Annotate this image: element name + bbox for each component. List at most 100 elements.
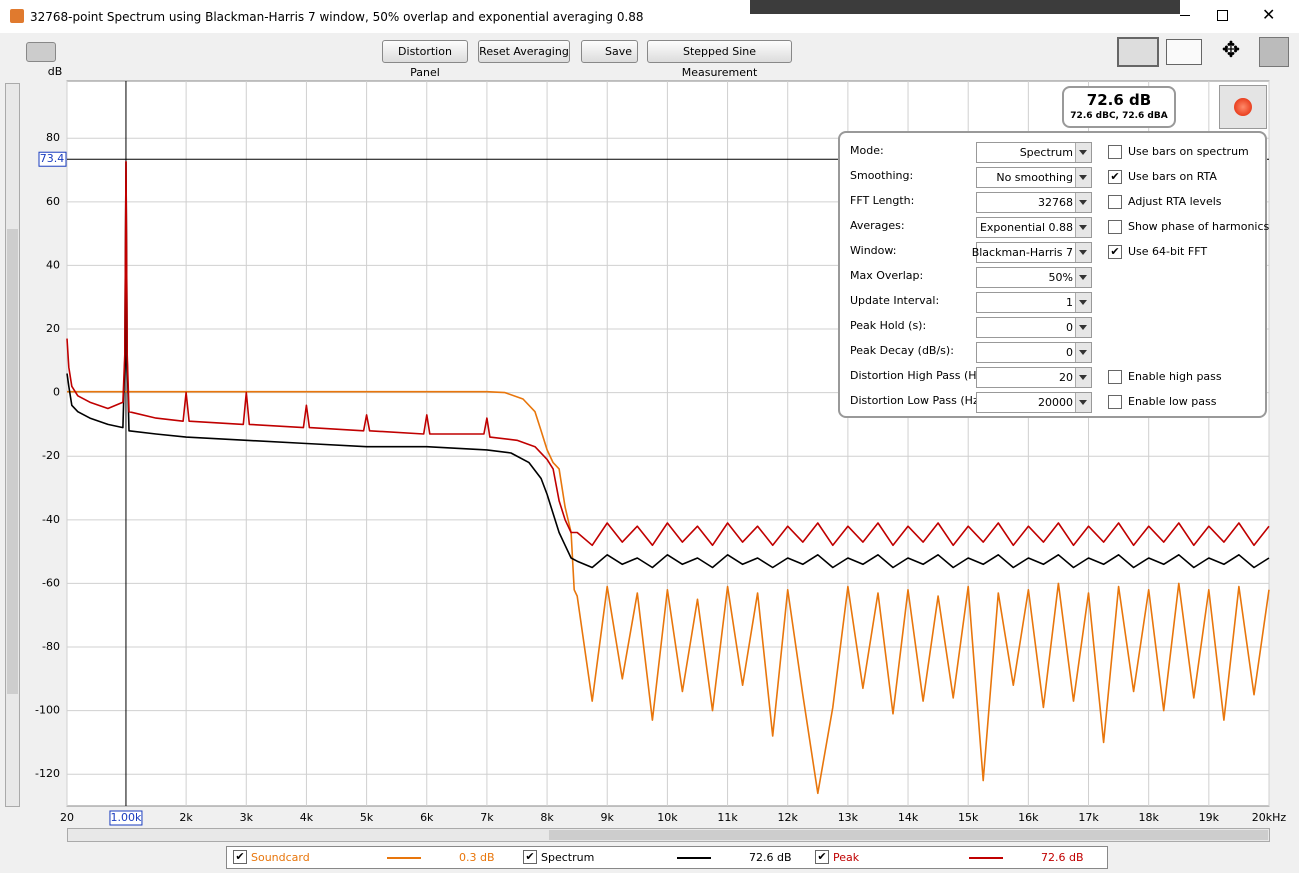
dropdown-arrow[interactable]: [1075, 318, 1091, 337]
checkbox-label: Adjust RTA levels: [1128, 195, 1222, 208]
close[interactable]: ✕: [1262, 5, 1276, 24]
setting-dropdown[interactable]: Spectrum: [976, 142, 1092, 163]
dropdown-arrow[interactable]: [1075, 268, 1091, 287]
legend-checkbox[interactable]: ✔: [815, 850, 829, 864]
camera-button[interactable]: [26, 42, 56, 62]
x-tick-label: 13k: [838, 811, 859, 824]
legend-readout: 72.6 dB: [749, 851, 792, 864]
maximize[interactable]: [1217, 10, 1228, 21]
settings-panel: Mode: Spectrum Smoothing: No smoothing FFT L…: [838, 131, 1270, 418]
checkbox[interactable]: ✔: [1108, 170, 1122, 184]
view-button[interactable]: [1117, 37, 1159, 67]
legend-name: Soundcard: [251, 851, 310, 864]
y-tick-label: 60: [46, 195, 60, 208]
setting-dropdown[interactable]: 20: [976, 367, 1092, 388]
setting-label: Smoothing:: [850, 169, 914, 182]
setting-label: Averages:: [850, 219, 905, 232]
checkbox-label: Use bars on RTA: [1128, 170, 1217, 183]
setting-dropdown[interactable]: 0: [976, 342, 1092, 363]
toolbar-button[interactable]: Save: [581, 40, 638, 63]
dropdown-arrow[interactable]: [1075, 143, 1091, 162]
checkbox[interactable]: [1108, 195, 1122, 209]
settings-button[interactable]: [1259, 37, 1289, 67]
setting-dropdown[interactable]: 20000: [976, 392, 1092, 413]
x-tick-label: 17k: [1078, 811, 1099, 824]
legend: ✔ Soundcard 0.3 dB ✔ Spectrum 72.6 dB ✔ Peak 72.…: [226, 846, 1108, 869]
checkbox[interactable]: ✔: [1108, 245, 1122, 259]
x-tick-label: 15k: [958, 811, 979, 824]
zoom-button[interactable]: ✥: [1221, 38, 1241, 63]
checkbox[interactable]: [1108, 370, 1122, 384]
checkbox-label: Use 64-bit FFT: [1128, 245, 1208, 258]
legend-swatch: [677, 857, 711, 859]
checkbox[interactable]: [1108, 395, 1122, 409]
setting-value: 20000: [1038, 396, 1073, 409]
y-tick-label: 20: [46, 322, 60, 335]
checkbox-label: Show phase of harmonics: [1128, 220, 1270, 233]
x-tick-label: 10k: [657, 811, 678, 824]
x-tick-label: 5k: [360, 811, 374, 824]
x-tick-label: 12k: [778, 811, 799, 824]
legend-swatch: [387, 857, 421, 859]
horizontal-scrollbar[interactable]: [67, 828, 1270, 842]
setting-dropdown[interactable]: 0: [976, 317, 1092, 338]
x-tick-label: 4k: [300, 811, 314, 824]
setting-value: 0: [1066, 321, 1073, 334]
setting-dropdown[interactable]: Exponential 0.88: [976, 217, 1092, 238]
setting-label: Peak Hold (s):: [850, 319, 927, 332]
legend-swatch: [969, 857, 1003, 859]
dropdown-arrow[interactable]: [1075, 393, 1091, 412]
x-tick-label: 8k: [540, 811, 554, 824]
toolbar-button[interactable]: Stepped Sine Measurement: [647, 40, 792, 79]
x-tick-label: 3k: [240, 811, 254, 824]
setting-dropdown[interactable]: 50%: [976, 267, 1092, 288]
dropdown-arrow[interactable]: [1075, 218, 1091, 237]
setting-value: Exponential 0.88: [979, 221, 1073, 234]
toolbar-button[interactable]: Distortion Panel: [382, 40, 468, 79]
app-icon: [10, 9, 24, 23]
x-tick-label: 14k: [898, 811, 919, 824]
legend-name: Peak: [833, 851, 860, 864]
x-tick-label: 7k: [480, 811, 494, 824]
dropdown-arrow[interactable]: [1075, 293, 1091, 312]
y-tick-label: -20: [42, 449, 60, 462]
checkbox-label: Enable low pass: [1128, 395, 1217, 408]
setting-dropdown[interactable]: No smoothing: [976, 167, 1092, 188]
dropdown-arrow[interactable]: [1075, 193, 1091, 212]
setting-label: Mode:: [850, 144, 884, 157]
setting-label: Distortion High Pass (Hz):: [850, 369, 991, 382]
y-axis-label: dB: [48, 65, 63, 78]
cursor-x-box: [109, 810, 143, 826]
vertical-scrollbar[interactable]: [5, 83, 20, 807]
view-button[interactable]: [1166, 39, 1202, 65]
minimize[interactable]: [1180, 15, 1190, 16]
setting-value: 0: [1066, 346, 1073, 359]
setting-label: Distortion Low Pass (Hz):: [850, 394, 987, 407]
legend-readout: 0.3 dB: [459, 851, 495, 864]
setting-value: Spectrum: [1019, 146, 1073, 159]
legend-name: Spectrum: [541, 851, 595, 864]
checkbox[interactable]: [1108, 220, 1122, 234]
legend-checkbox[interactable]: ✔: [233, 850, 247, 864]
setting-value: 32768: [1038, 196, 1073, 209]
setting-dropdown[interactable]: Blackman-Harris 7: [972, 242, 1092, 263]
setting-dropdown[interactable]: 1: [976, 292, 1092, 313]
toolbar-button[interactable]: Reset Averaging: [478, 40, 570, 63]
y-tick-label: -40: [42, 513, 60, 526]
readout-main: 72.6 dB: [1086, 91, 1152, 109]
setting-label: Peak Decay (dB/s):: [850, 344, 954, 357]
x-tick-label: 20: [60, 811, 74, 824]
checkbox-label: Enable high pass: [1128, 370, 1222, 383]
y-tick-label: -60: [42, 576, 60, 589]
dropdown-arrow[interactable]: [1075, 168, 1091, 187]
dropdown-arrow[interactable]: [1075, 343, 1091, 362]
record-button[interactable]: [1219, 85, 1267, 129]
checkbox[interactable]: [1108, 145, 1122, 159]
cursor-y-box: [38, 151, 67, 167]
checkbox-label: Use bars on spectrum: [1128, 145, 1249, 158]
dropdown-arrow[interactable]: [1075, 243, 1091, 262]
dropdown-arrow[interactable]: [1075, 368, 1091, 387]
setting-dropdown[interactable]: 32768: [976, 192, 1092, 213]
legend-checkbox[interactable]: ✔: [523, 850, 537, 864]
